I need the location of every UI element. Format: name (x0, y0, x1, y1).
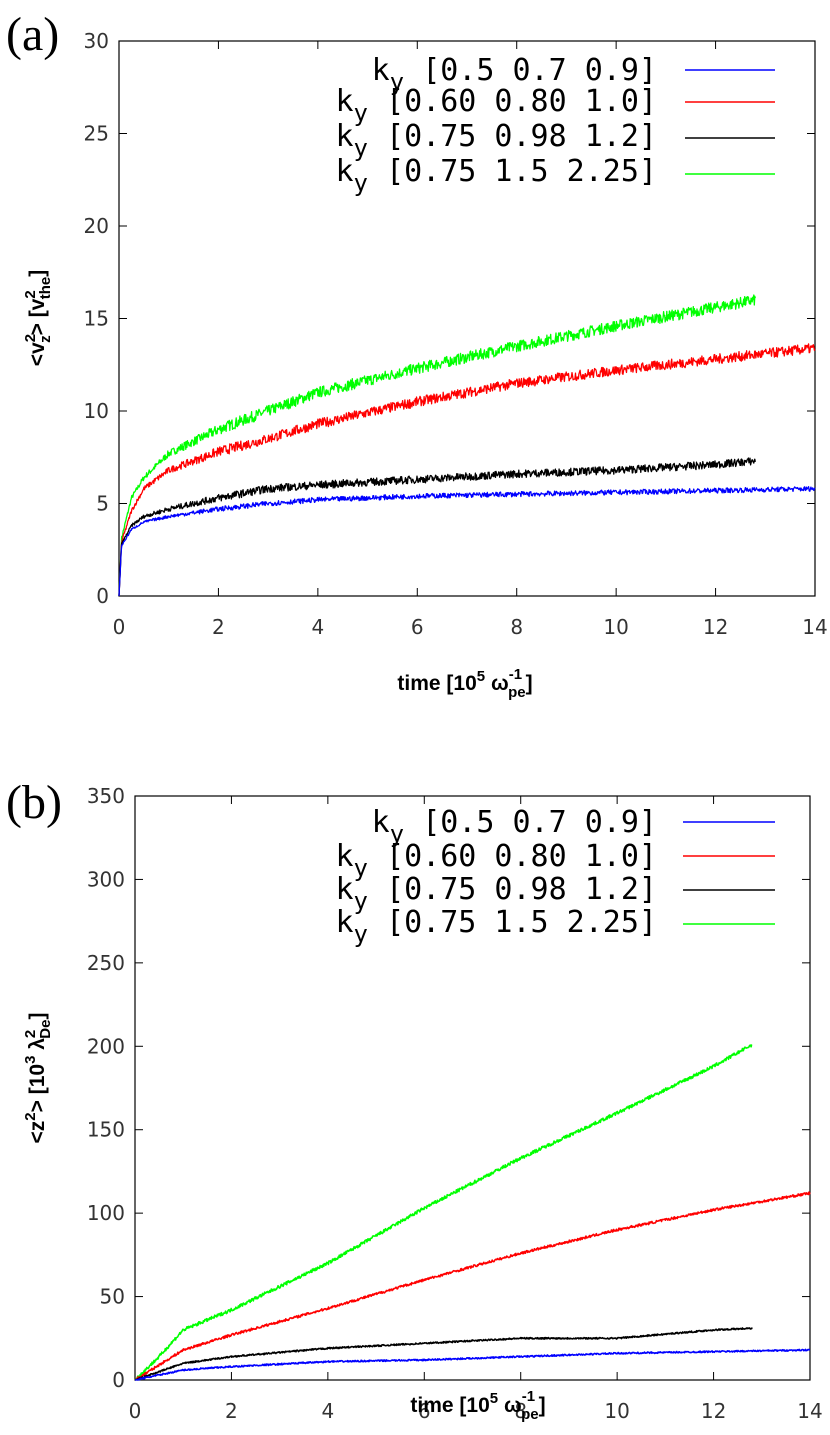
series-line (118, 294, 756, 597)
legend-entry: ky [0.60 0.80 1.0] (335, 84, 775, 127)
x-tick-label: 4 (321, 1399, 334, 1423)
series-line (118, 486, 816, 597)
y-tick-label: 250 (87, 951, 125, 975)
legend-values: [0.75 1.5 2.25] (386, 905, 657, 940)
legend-values: [0.5 0.7 0.9] (422, 805, 657, 840)
svg-text:ky [0.75 0.98 1.2]: ky [0.75 0.98 1.2] (335, 872, 657, 915)
legend-label: k (335, 905, 353, 940)
series-line (134, 1348, 811, 1381)
y-tick-label: 50 (100, 1285, 125, 1309)
panel-a-plot-frame (118, 40, 816, 597)
x-tick-label: 8 (514, 1399, 527, 1423)
svg-text:ky [0.75 1.5 2.25]: ky [0.75 1.5 2.25] (335, 905, 657, 948)
series-line (118, 457, 756, 597)
legend-values: [0.75 0.98 1.2] (386, 119, 657, 154)
svg-text:ky [0.60 0.80 1.0]: ky [0.60 0.80 1.0] (335, 84, 657, 127)
x-tick-label: 12 (703, 615, 728, 639)
y-tick-label: 150 (87, 1118, 125, 1142)
x-tick-label: 10 (603, 615, 628, 639)
legend-label: k (335, 154, 353, 189)
legend-label: k (372, 53, 390, 88)
y-tick-label: 10 (84, 399, 109, 423)
x-tick-label: 2 (212, 615, 225, 639)
legend-values: [0.5 0.7 0.9] (422, 53, 657, 88)
legend-values: [0.60 0.80 1.0] (386, 839, 657, 874)
panel-a-ticks: 0 2 4 6 8 10 12 14 0 5 10 15 20 25 30 (84, 29, 828, 639)
legend-subscript: y (354, 169, 368, 197)
legend-entry: ky [0.60 0.80 1.0] (335, 839, 775, 882)
legend-values: [0.75 0.98 1.2] (386, 872, 657, 907)
series-line (134, 1327, 753, 1381)
legend-subscript: y (390, 68, 404, 96)
x-tick-label: 14 (802, 615, 827, 639)
x-tick-label: 6 (411, 615, 424, 639)
legend-entry: ky [0.5 0.7 0.9] (372, 53, 775, 96)
y-tick-label: 350 (87, 784, 125, 808)
panel-b-plot-frame (134, 795, 811, 1381)
svg-text:ky [0.75 1.5 2.25]: ky [0.75 1.5 2.25] (335, 154, 657, 197)
legend-entry: ky [0.75 0.98 1.2] (335, 872, 775, 915)
y-tick-label: 15 (84, 307, 109, 331)
legend-bracket (404, 53, 422, 88)
legend-subscript: y (390, 820, 404, 848)
series-line (118, 343, 816, 597)
y-tick-label: 25 (84, 122, 109, 146)
svg-text:ky [0.5 0.7 0.9]: ky [0.5 0.7 0.9] (372, 53, 657, 96)
legend-subscript: y (354, 99, 368, 127)
panel-a-legend: ky [0.5 0.7 0.9] ky [0.60 0.80 1.0] ky [… (335, 53, 775, 197)
series-line (134, 1191, 811, 1381)
panel-b-legend: ky [0.5 0.7 0.9] ky [0.60 0.80 1.0] ky [… (335, 805, 775, 948)
legend-label: k (372, 805, 390, 840)
panel-a-x-axis-label: time [105 ω-1 pe] (397, 666, 532, 701)
legend-label: k (335, 84, 353, 119)
y-tick-label: 0 (112, 1368, 125, 1392)
y-tick-label: 200 (87, 1034, 125, 1058)
x-tick-label: 2 (225, 1399, 238, 1423)
legend-subscript: y (354, 920, 368, 948)
series-line (134, 1044, 753, 1381)
legend-subscript: y (354, 887, 368, 915)
panel-b-label: (b) (6, 776, 62, 829)
legend-entry: ky [0.5 0.7 0.9] (372, 805, 775, 848)
x-tick-label: 0 (113, 615, 126, 639)
y-tick-label: 300 (87, 867, 125, 891)
legend-subscript: y (354, 134, 368, 162)
svg-text:ky [0.75 0.98 1.2]: ky [0.75 0.98 1.2] (335, 119, 657, 162)
panel-b-series (134, 1044, 811, 1381)
y-tick-label: 5 (96, 492, 109, 516)
panel-b-ticks: 0 2 4 6 8 10 12 14 0 50 100 150 200 250 300 350 (87, 784, 823, 1423)
svg-text:ky [0.5 0.7 0.9]: ky [0.5 0.7 0.9] (372, 805, 657, 848)
panel-a-series (118, 294, 816, 597)
legend-label: k (335, 872, 353, 907)
y-tick-label: 30 (84, 29, 109, 53)
legend-label: k (335, 119, 353, 154)
y-tick-label: 20 (84, 214, 109, 238)
panel-b-x-axis-label: time [105 ω-1 pe] (410, 1388, 545, 1423)
legend-entry: ky [0.75 1.5 2.25] (335, 905, 775, 948)
x-tick-label: 12 (701, 1399, 726, 1423)
legend-subscript: y (354, 854, 368, 882)
panel-a-label: (a) (6, 8, 59, 61)
legend-values: [0.75 1.5 2.25] (386, 154, 657, 189)
legend-label: k (335, 839, 353, 874)
y-tick-label: 100 (87, 1201, 125, 1225)
legend-entry: ky [0.75 0.98 1.2] (335, 119, 775, 162)
x-tick-label: 10 (604, 1399, 629, 1423)
legend-entry: ky [0.75 1.5 2.25] (335, 154, 775, 197)
x-tick-label: 0 (129, 1399, 142, 1423)
x-tick-label: 4 (311, 615, 324, 639)
x-tick-label: 8 (510, 615, 523, 639)
panel-a-y-axis-label: <v2z> [v2the] (22, 270, 54, 366)
y-tick-label: 0 (96, 584, 109, 608)
svg-text:ky [0.60 0.80 1.0]: ky [0.60 0.80 1.0] (335, 839, 657, 882)
chart-panel-b: (b) 0 2 4 6 8 10 12 14 0 50 100 150 200 250 300 350 ky … (6, 776, 823, 1423)
x-tick-label: 14 (797, 1399, 822, 1423)
panel-b-y-axis-label: <z2> [103 λ2De] (22, 1013, 54, 1144)
x-tick-label: 6 (418, 1399, 431, 1423)
legend-values: [0.60 0.80 1.0] (386, 84, 657, 119)
